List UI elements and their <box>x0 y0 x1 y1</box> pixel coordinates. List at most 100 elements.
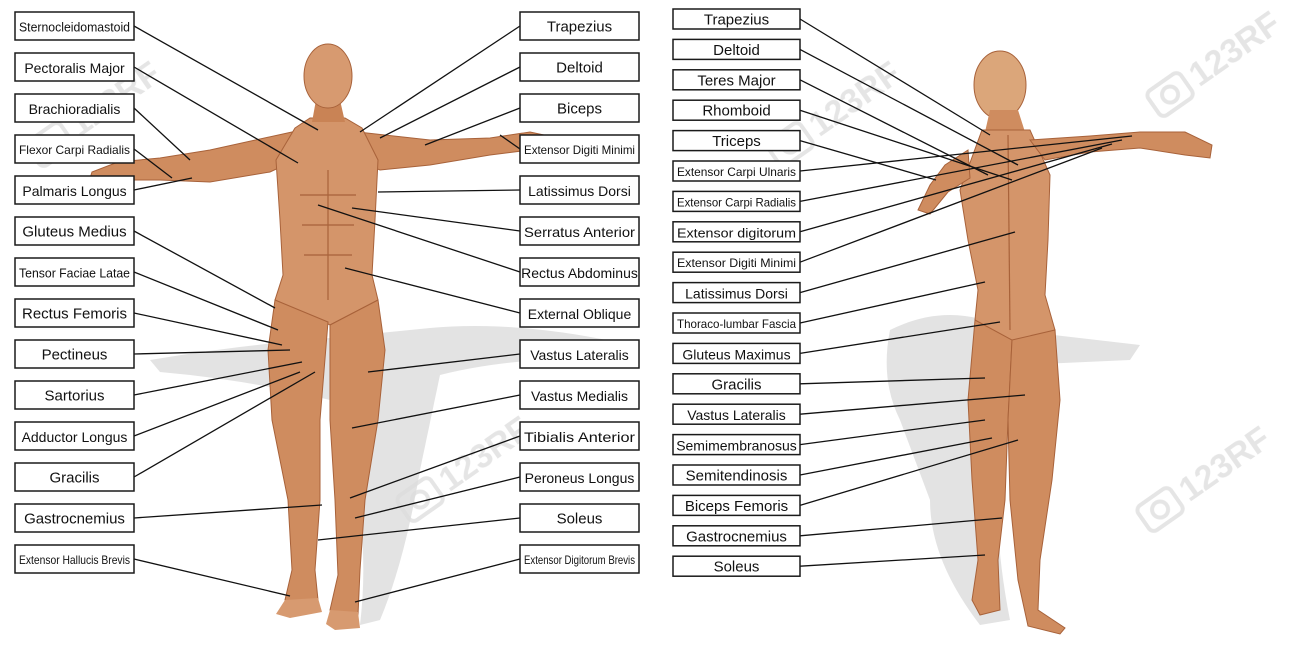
watermark-layer: 123RF 123RF 123RF 123RF <box>25 4 1288 533</box>
label-soleus: Soleus <box>519 503 640 533</box>
labels-layer: Sternocleidomastoid Pectoralis Major Brach… <box>14 8 801 577</box>
label-text: Deltoid <box>556 60 603 77</box>
leader-line-peroneus-longus <box>354 476 521 519</box>
label-box <box>519 339 640 369</box>
label-text: Trapezius <box>704 12 769 29</box>
leader-line-thoraco-lumbar-fascia <box>799 281 986 324</box>
label-box <box>672 129 801 152</box>
label-text: Latissimus Dorsi <box>528 183 631 199</box>
label-gluteus-medius: Gluteus Medius <box>14 216 135 246</box>
label-box <box>14 93 135 123</box>
leader-line-extensor-carpi-radialis <box>799 139 1123 203</box>
leader-line-extensor-digiti-minimi <box>799 147 1103 263</box>
label-text: Rectus Femoris <box>22 306 127 323</box>
leader-line-extensor-hallucis-brevis <box>133 558 291 597</box>
label-box <box>672 433 801 456</box>
label-box <box>519 52 640 82</box>
leader-line-soleus <box>317 517 521 541</box>
label-text: Brachioradialis <box>29 101 121 117</box>
label-text: Semitendinosis <box>686 468 788 485</box>
label-box <box>672 190 801 213</box>
label-deltoid: Deltoid <box>672 38 801 61</box>
label-box <box>672 525 801 547</box>
posterior-muscle-figure <box>917 50 1213 635</box>
label-biceps-femoris: Biceps Femoris <box>672 494 801 517</box>
back-head <box>973 50 1027 120</box>
leader-line-palmaris-longus <box>133 177 193 191</box>
label-vastus-lateralis: Vastus Lateralis <box>672 403 801 425</box>
label-pectoralis-major: Pectoralis Major <box>14 52 135 82</box>
front-head <box>303 43 353 109</box>
label-rhomboid: Rhomboid <box>672 99 801 121</box>
label-text: Teres Major <box>697 72 775 89</box>
label-sternocleidomastoid: Sternocleidomastoid <box>14 11 135 41</box>
label-vastus-lateralis: Vastus Lateralis <box>519 339 640 369</box>
leader-line-extensor-digitorum <box>799 143 1113 233</box>
label-box <box>14 216 135 246</box>
label-box <box>672 312 801 334</box>
label-text: Vastus Lateralis <box>530 347 629 363</box>
watermark-5: 123RF <box>1145 4 1288 118</box>
label-text: Extensor Digitorum Brevis <box>524 553 635 567</box>
label-brachioradialis: Brachioradialis <box>14 93 135 123</box>
label-box <box>14 462 135 492</box>
label-external-oblique: External Oblique <box>519 298 640 328</box>
label-box <box>14 11 135 41</box>
label-box <box>14 175 135 205</box>
label-biceps: Biceps <box>519 93 640 123</box>
label-trapezius: Trapezius <box>672 8 801 30</box>
label-latissimus-dorsi: Latissimus Dorsi <box>519 175 640 205</box>
leader-line-semitendinosis <box>799 437 993 476</box>
leader-line-trapezius <box>799 18 991 136</box>
leader-line-extensor-digiti-minimi <box>499 134 521 150</box>
label-gastrocnemius: Gastrocnemius <box>14 503 135 533</box>
watermark-text: 123RF <box>1182 4 1287 94</box>
leader-line-rectus-abdominus <box>317 204 521 273</box>
label-box <box>519 93 640 123</box>
label-semimembranosus: Semimembranosus <box>672 433 801 456</box>
label-rectus-femoris: Rectus Femoris <box>14 298 135 328</box>
back-neck <box>985 110 1025 132</box>
leader-line-latissimus-dorsi <box>799 231 1016 294</box>
label-text: Rhomboid <box>702 103 770 120</box>
label-box <box>672 8 801 30</box>
front-figure-shadow <box>150 326 630 625</box>
label-text: Tensor Faciae Latae <box>19 266 130 281</box>
label-teres-major: Teres Major <box>672 69 801 91</box>
label-text: Tibialis Anterior <box>524 429 635 445</box>
label-text: Extensor Hallucis Brevis <box>19 553 130 567</box>
label-box <box>672 403 801 425</box>
leader-line-tibialis-anterior <box>349 435 521 499</box>
label-vastus-medialis: Vastus Medialis <box>519 380 640 410</box>
label-extensor-digiti-minimi: Extensor Digiti Minimi <box>519 134 640 164</box>
leader-line-gracilis <box>133 371 316 478</box>
label-box <box>519 11 640 41</box>
leader-line-tensor-faciae-latae <box>133 271 279 331</box>
label-text: Deltoid <box>713 42 760 59</box>
leader-line-vastus-lateralis <box>799 394 1026 415</box>
label-text: Biceps Femoris <box>685 498 788 515</box>
label-extensor-digitorum-brevis: Extensor Digitorum Brevis <box>519 544 640 574</box>
label-gracilis: Gracilis <box>672 373 801 395</box>
leader-line-teres-major <box>799 79 989 176</box>
label-extensor-carpi-ulnaris: Extensor Carpi Ulnaris <box>672 160 801 182</box>
label-text: Peroneus Longus <box>525 470 635 486</box>
label-text: Pectineus <box>42 347 108 364</box>
label-box <box>672 281 801 304</box>
leader-line-sartorius <box>133 361 303 396</box>
label-text: Extensor Carpi Ulnaris <box>677 165 796 179</box>
leader-line-semimembranosus <box>799 419 986 446</box>
label-box <box>672 373 801 395</box>
label-text: Vastus Medialis <box>531 388 628 404</box>
label-tensor-faciae-latae: Tensor Faciae Latae <box>14 257 135 287</box>
label-box <box>14 544 135 574</box>
label-box <box>672 464 801 486</box>
label-text: Biceps <box>557 101 602 118</box>
label-text: Extensor Digiti Minimi <box>677 256 796 270</box>
label-trapezius: Trapezius <box>519 11 640 41</box>
leader-line-adductor-longus <box>133 371 301 437</box>
label-box <box>519 298 640 328</box>
label-box <box>14 503 135 533</box>
label-text: Flexor Carpi Radialis <box>19 143 130 157</box>
leader-line-vastus-medialis <box>351 394 521 429</box>
